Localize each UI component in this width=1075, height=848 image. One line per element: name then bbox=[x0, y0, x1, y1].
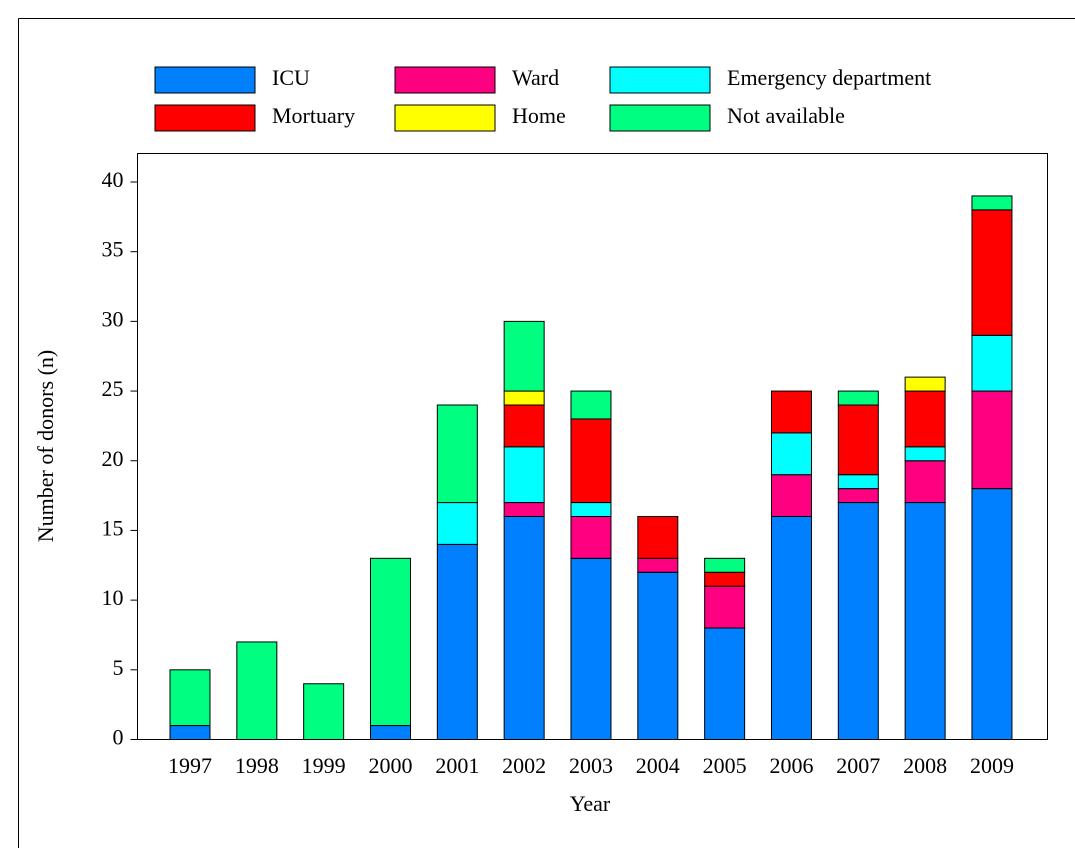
bar-segment bbox=[503, 446, 545, 504]
bar-segment bbox=[570, 502, 612, 517]
bar-segment bbox=[971, 195, 1013, 211]
bar-segment bbox=[904, 460, 946, 504]
legend-swatch bbox=[609, 104, 711, 132]
bar-segment bbox=[570, 516, 612, 559]
bar-segment bbox=[837, 390, 879, 406]
legend-swatch bbox=[609, 66, 711, 94]
bar-segment bbox=[369, 557, 411, 727]
bar-segment bbox=[704, 627, 746, 740]
legend-swatch bbox=[154, 66, 256, 94]
bar-segment bbox=[436, 502, 478, 545]
legend-label: Emergency department bbox=[727, 65, 931, 90]
bar-segment bbox=[770, 390, 812, 434]
legend-label: Mortuary bbox=[272, 103, 355, 128]
y-tick-label: 5 bbox=[113, 655, 124, 680]
bar-segment bbox=[971, 390, 1013, 490]
bar-segment bbox=[770, 516, 812, 740]
bar-segment bbox=[971, 209, 1013, 336]
y-tick-label: 15 bbox=[102, 515, 124, 540]
legend-label: Home bbox=[512, 103, 566, 128]
legend-swatch bbox=[394, 104, 496, 132]
bar-segment bbox=[704, 571, 746, 587]
bar-segment bbox=[236, 641, 278, 740]
bar-segment bbox=[971, 488, 1013, 740]
y-tick-label: 40 bbox=[102, 167, 124, 192]
bar-segment bbox=[503, 516, 545, 740]
bar-segment bbox=[704, 557, 746, 573]
bar-segment bbox=[570, 390, 612, 420]
bar-segment bbox=[904, 502, 946, 740]
bar-segment bbox=[503, 502, 545, 517]
legend-label: Not available bbox=[727, 103, 845, 128]
bar-segment bbox=[369, 725, 411, 740]
x-tick-label: 1997 bbox=[168, 753, 212, 778]
x-tick-label: 2006 bbox=[769, 753, 813, 778]
bar-segment bbox=[770, 474, 812, 517]
x-tick-label: 2007 bbox=[836, 753, 880, 778]
bar-segment bbox=[503, 320, 545, 392]
bar-segment bbox=[503, 404, 545, 448]
bar-segment bbox=[303, 683, 345, 740]
x-axis-label: Year bbox=[570, 791, 611, 816]
y-tick-label: 30 bbox=[102, 306, 124, 331]
x-tick-label: 2000 bbox=[368, 753, 412, 778]
x-tick-label: 1998 bbox=[235, 753, 279, 778]
y-tick-label: 20 bbox=[102, 446, 124, 471]
bar-segment bbox=[503, 390, 545, 406]
y-tick-label: 35 bbox=[102, 237, 124, 262]
legend-label: Ward bbox=[512, 65, 559, 90]
y-tick-label: 0 bbox=[113, 725, 124, 750]
bar-segment bbox=[704, 585, 746, 629]
bar-segment bbox=[637, 557, 679, 573]
x-tick-label: 2004 bbox=[636, 753, 680, 778]
x-tick-label: 2003 bbox=[569, 753, 613, 778]
x-tick-label: 2001 bbox=[435, 753, 479, 778]
x-tick-label: 2005 bbox=[703, 753, 747, 778]
legend-swatch bbox=[394, 66, 496, 94]
bar-segment bbox=[436, 404, 478, 504]
x-tick-label: 2008 bbox=[903, 753, 947, 778]
x-tick-label: 1999 bbox=[302, 753, 346, 778]
bar-segment bbox=[637, 571, 679, 740]
bar-segment bbox=[570, 557, 612, 740]
bar-segment bbox=[570, 418, 612, 504]
y-axis-label: Number of donors (n) bbox=[33, 350, 58, 542]
bar-segment bbox=[637, 516, 679, 559]
bar-segment bbox=[904, 376, 946, 392]
bar-segment bbox=[436, 543, 478, 740]
bar-segment bbox=[971, 334, 1013, 392]
legend-swatch bbox=[154, 104, 256, 132]
legend-label: ICU bbox=[272, 65, 310, 90]
bar-segment bbox=[904, 446, 946, 462]
bar-segment bbox=[837, 474, 879, 490]
x-tick-label: 2009 bbox=[970, 753, 1014, 778]
bar-segment bbox=[837, 404, 879, 476]
bar-segment bbox=[904, 390, 946, 448]
bar-segment bbox=[770, 432, 812, 476]
x-tick-label: 2002 bbox=[502, 753, 546, 778]
bar-segment bbox=[837, 502, 879, 740]
bar-segment bbox=[169, 669, 211, 727]
bar-segment bbox=[169, 725, 211, 740]
y-tick-label: 10 bbox=[102, 585, 124, 610]
bar-segment bbox=[837, 488, 879, 504]
y-tick-label: 25 bbox=[102, 376, 124, 401]
